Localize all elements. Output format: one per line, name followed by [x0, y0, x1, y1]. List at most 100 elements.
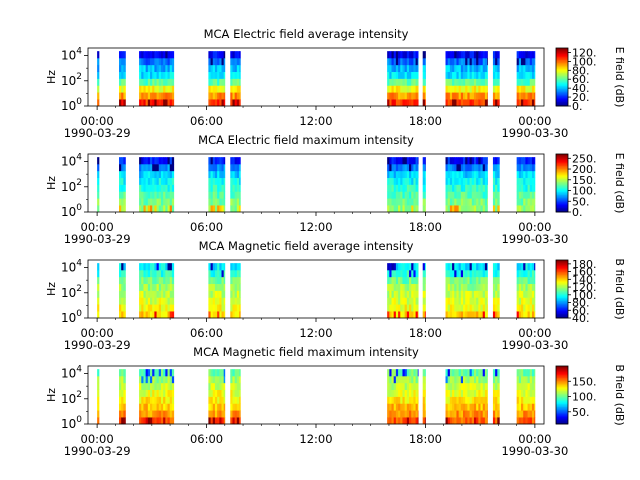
heatmap-cell: [391, 78, 395, 86]
heatmap-cell: [484, 389, 488, 397]
heatmap-cell: [460, 205, 464, 213]
heatmap-cell: [516, 403, 520, 411]
heatmap-cell: [452, 64, 455, 73]
heatmap-cell: [391, 85, 395, 93]
heatmap-cell: [150, 369, 153, 377]
heatmap-cell: [214, 276, 218, 285]
heatmap-cell: [167, 403, 171, 411]
heatmap-cell: [406, 389, 410, 397]
heatmap-cell: [531, 164, 535, 172]
heatmap-cell: [454, 170, 457, 179]
heatmap-cell: [219, 290, 222, 298]
heatmap-cell: [452, 396, 455, 404]
y-tick-label: 100: [61, 309, 82, 325]
heatmap-cell: [230, 78, 233, 86]
heatmap-cell: [221, 58, 225, 66]
colorbar-swatch: [556, 409, 568, 412]
heatmap-cell: [232, 78, 236, 86]
heatmap-cell: [221, 403, 225, 411]
heatmap-cell: [141, 157, 144, 165]
heatmap-cell: [406, 283, 410, 291]
colorbar-swatch: [556, 181, 568, 184]
heatmap-cell: [221, 78, 225, 86]
heatmap-cell: [449, 396, 453, 404]
heatmap-cell: [123, 64, 126, 73]
heatmap-cell: [165, 191, 168, 199]
heatmap-cell: [521, 270, 524, 278]
heatmap-cell: [389, 51, 392, 59]
heatmap-cell: [523, 99, 526, 107]
heatmap-cell: [97, 283, 100, 291]
heatmap-cell: [409, 157, 412, 165]
heatmap-cell: [447, 276, 451, 285]
heatmap-cell: [409, 283, 412, 291]
heatmap-cell: [467, 276, 470, 285]
heatmap-cell: [469, 276, 473, 285]
heatmap-cell: [239, 85, 241, 93]
heatmap-cell: [393, 389, 397, 397]
heatmap-cell: [143, 263, 147, 271]
heatmap-cell: [473, 290, 477, 298]
colorbar-swatch: [556, 306, 568, 309]
heatmap-cell: [413, 191, 416, 199]
heatmap-cell: [463, 99, 466, 107]
heatmap-cell: [415, 170, 419, 179]
heatmap-cell: [422, 170, 426, 179]
heatmap-cell: [119, 71, 122, 79]
heatmap-cell: [214, 376, 218, 384]
heatmap-cell: [531, 417, 535, 425]
heatmap-cell: [521, 276, 524, 285]
heatmap-cell: [447, 403, 451, 411]
heatmap-cell: [97, 191, 100, 199]
heatmap-cell: [219, 58, 222, 66]
heatmap-cell: [145, 78, 149, 86]
heatmap-cell: [497, 85, 500, 93]
heatmap-cell: [158, 184, 162, 192]
heatmap-cell: [454, 290, 457, 298]
heatmap-cell: [165, 184, 168, 192]
heatmap-cell: [163, 389, 166, 397]
heatmap-cell: [417, 184, 419, 192]
heatmap-cell: [163, 85, 166, 93]
heatmap-cell: [445, 276, 449, 285]
heatmap-cell: [395, 58, 399, 66]
heatmap-cell: [521, 290, 524, 298]
heatmap-cell: [154, 64, 157, 73]
heatmap-cell: [482, 270, 486, 278]
heatmap-cell: [482, 92, 486, 100]
heatmap-cell: [482, 276, 486, 285]
heatmap-cell: [223, 71, 226, 79]
heatmap-cell: [406, 71, 410, 79]
heatmap-cell: [97, 58, 100, 66]
heatmap-cell: [411, 78, 414, 86]
heatmap-cell: [409, 263, 412, 271]
heatmap-cell: [165, 396, 168, 404]
heatmap-cell: [518, 205, 522, 213]
heatmap-cell: [445, 396, 449, 404]
heatmap-cell: [141, 205, 144, 213]
heatmap-cell: [409, 164, 412, 172]
heatmap-cell: [400, 389, 403, 397]
heatmap-cell: [467, 191, 470, 199]
heatmap-cell: [398, 92, 401, 100]
heatmap-cell: [409, 170, 412, 179]
heatmap-cell: [415, 297, 419, 305]
heatmap-cell: [422, 403, 426, 411]
heatmap-cell: [141, 177, 144, 185]
heatmap-cell: [123, 304, 126, 312]
heatmap-cell: [531, 304, 535, 312]
heatmap-cell: [147, 64, 151, 73]
heatmap-cell: [163, 184, 166, 192]
heatmap-cell: [234, 177, 238, 185]
heatmap-cell: [458, 304, 462, 312]
heatmap-cell: [469, 99, 473, 107]
heatmap-cell: [529, 71, 533, 79]
heatmap-cell: [145, 263, 149, 271]
heatmap-cell: [452, 290, 455, 298]
colorbar-swatch: [556, 204, 568, 207]
heatmap-cell: [521, 382, 524, 391]
heatmap-cell: [529, 304, 533, 312]
heatmap-cell: [232, 290, 236, 298]
heatmap-cell: [480, 304, 484, 312]
heatmap-cell: [471, 311, 475, 319]
